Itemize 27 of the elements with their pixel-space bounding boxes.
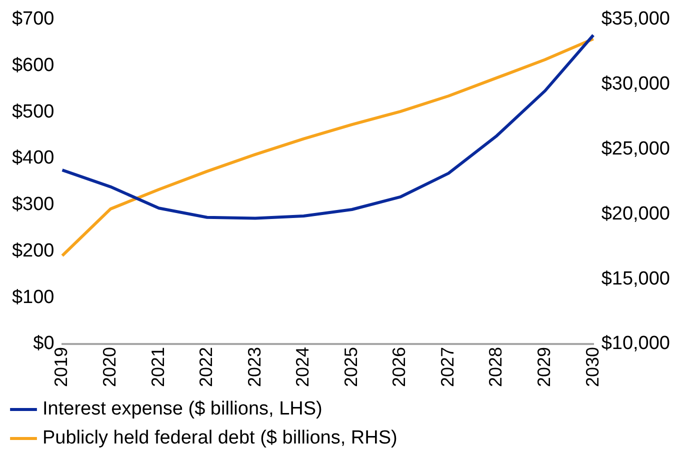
y2-tick-label: $20,000 [601, 203, 670, 224]
legend-label: Interest expense ($ billions, LHS) [42, 398, 322, 420]
x-tick-label: 2025 [340, 346, 361, 388]
y2-tick-label: $15,000 [601, 268, 670, 290]
y-tick-label: $400 [12, 148, 54, 169]
y-tick-label: $600 [12, 55, 54, 76]
y-tick-label: $200 [12, 240, 54, 262]
x-tick-label: 2027 [437, 346, 458, 388]
y2-tick-label: $30,000 [601, 74, 670, 95]
x-tick-label: 2029 [534, 346, 554, 388]
y-tick-label: $300 [12, 194, 54, 216]
y-tick-label: $700 [12, 8, 54, 30]
y2-tick-label: $35,000 [601, 8, 670, 30]
y-tick-label: $500 [12, 101, 54, 122]
x-tick-label: 2030 [582, 346, 602, 388]
x-tick-label: 2024 [292, 346, 313, 388]
x-tick-label: 2023 [244, 346, 264, 388]
y-tick-label: $100 [12, 286, 54, 308]
x-tick-label: 2026 [389, 346, 410, 388]
y2-tick-label: $25,000 [601, 138, 670, 160]
legend-label: Publicly held federal debt ($ billions, RHS) [42, 428, 398, 449]
x-tick-label: 2020 [100, 346, 120, 388]
x-tick-label: 2022 [196, 346, 216, 388]
y2-tick-label: $10,000 [601, 333, 670, 354]
x-tick-label: 2021 [148, 346, 168, 388]
y-tick-label: $0 [33, 333, 54, 354]
x-tick-label: 2028 [486, 346, 506, 388]
